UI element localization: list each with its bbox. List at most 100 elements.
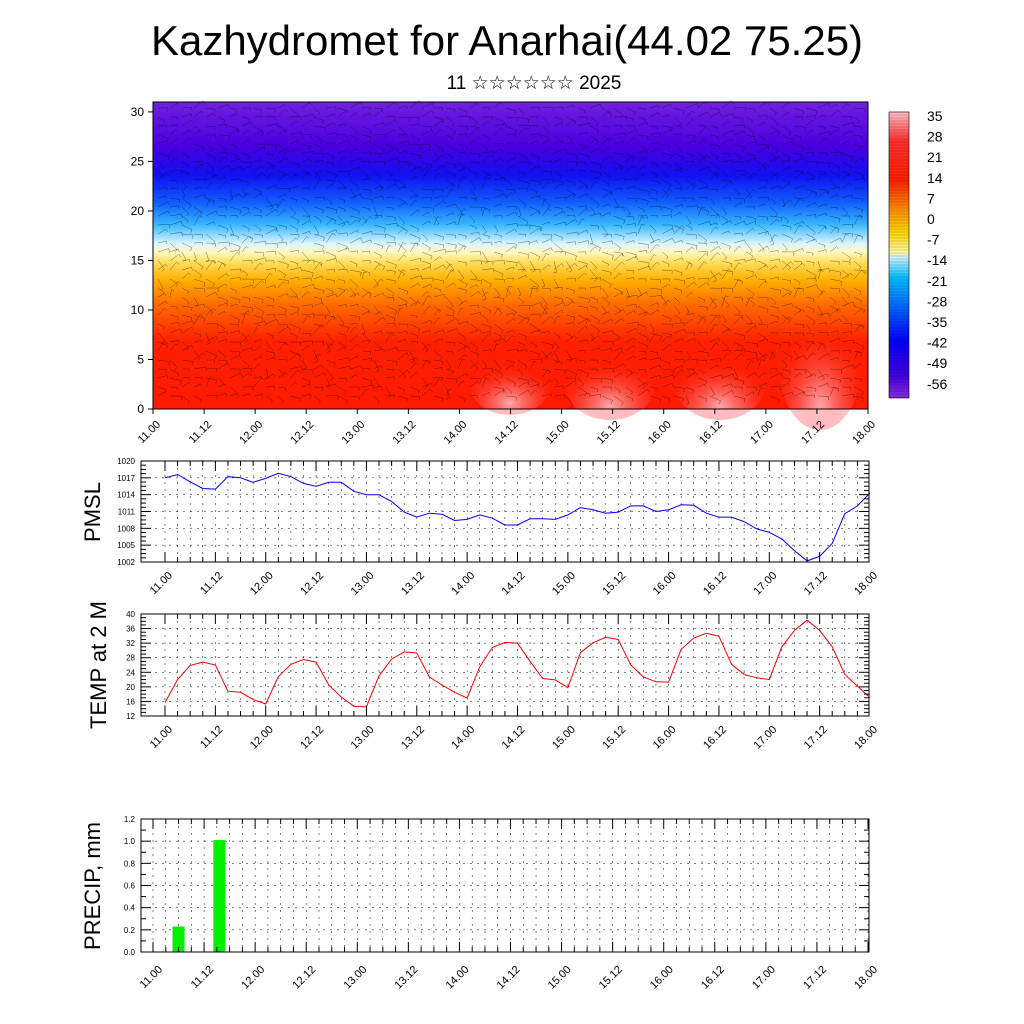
pmsl-y-tick-label: 1002 [117,558,135,567]
pmsl-x-tick-label: 13.12 [399,570,427,598]
pmsl-grid [141,460,869,563]
precip-bar [172,926,185,952]
colorbar-label: 0 [927,211,935,227]
pmsl-x-tick-label: 15.12 [600,570,628,598]
temp-x-tick-label: 17.12 [802,724,830,752]
pmsl-x-tick-label: 14.12 [500,570,528,598]
temp-y-tick-label: 36 [126,625,135,634]
temp-y-tick-label: 20 [126,683,135,692]
pmsl-y-tick-label: 1020 [117,457,135,466]
temp-x-tick-label: 15.12 [600,724,628,752]
heatmap-x-tick-label: 17.00 [748,419,776,447]
colorbar: 35 28 21 14 7 0 -7 -14 -21 -28 -35 -42 -49 -56 [888,108,947,399]
temp-x-tick-label: 16.12 [701,724,729,752]
temp-x-tick-label: 17.00 [751,724,779,752]
temp-y-tick-label: 16 [126,697,135,706]
colorbar-fill [889,112,909,398]
heatmap-x-tick-label: 18.00 [850,419,878,447]
temp-x-axis: 11.00 11.12 12.00 12.12 13.00 13.12 14.00 14.12… [148,614,880,752]
colorbar-label: 7 [927,190,935,206]
precip-x-tick-label: 13.12 [393,964,421,992]
pmsl-x-axis: 11.00 11.12 12.00 12.12 13.00 13.12 14.00 14.12… [148,461,880,598]
precip-y-tick-label: 1.2 [124,815,136,824]
colorbar-label: 14 [927,170,943,186]
pmsl-x-tick-label: 13.00 [349,570,377,598]
precip-bars [172,840,226,952]
heatmap-y-tick-label: 15 [131,253,145,267]
pmsl-y-tick-label: 1011 [118,508,136,517]
colorbar-label: -21 [927,273,947,289]
heatmap-panel: 0 5 10 15 20 25 30 11.00 11.12 12.00 12.12 13.00 13… [131,100,878,447]
heatmap-x-tick-label: 12.12 [288,419,316,447]
temp-x-tick-label: 13.00 [349,724,377,752]
heatmap-x-tick-label: 16.12 [697,419,725,447]
precip-grid [141,818,869,953]
colorbar-label: -28 [927,293,947,309]
pmsl-x-tick-label: 17.00 [751,570,779,598]
pmsl-x-tick-label: 16.00 [651,570,679,598]
precip-x-tick-label: 15.00 [546,964,574,992]
heatmap-hot-spot [780,310,860,430]
precip-x-axis: 11.00 11.12 12.00 12.12 13.00 13.12 14.00 14.12… [138,819,880,992]
temp-x-tick-label: 13.12 [399,724,427,752]
heatmap-x-tick-label: 15.00 [544,419,572,447]
precip-ylabel: PRECIP, mm [80,822,105,950]
heatmap-hot-spot [565,350,655,420]
precip-x-tick-label: 16.00 [648,964,676,992]
precip-x-tick-label: 14.00 [444,964,472,992]
page-subtitle: 11 ☆☆☆☆☆☆ 2025 [446,73,622,94]
precip-x-tick-label: 13.00 [341,964,369,992]
temp-ylabel: TEMP at 2 M [86,601,111,729]
pmsl-x-tick-label: 16.12 [701,570,729,598]
colorbar-label: -56 [927,376,947,392]
temp-x-tick-label: 11.12 [198,724,225,751]
heatmap-y-tick-label: 30 [131,105,145,119]
precip-y-tick-label: 0.0 [124,948,136,957]
colorbar-label: -42 [927,335,947,351]
precip-x-tick-label: 12.00 [239,964,267,992]
temp-x-tick-label: 12.00 [248,724,276,752]
precip-y-tick-label: 0.6 [124,882,136,891]
precip-y-tick-label: 0.4 [124,904,136,913]
heatmap-y-tick-label: 5 [137,352,144,366]
precip-x-tick-label: 15.12 [597,964,625,992]
precip-x-tick-label: 16.12 [699,964,727,992]
precip-bar [213,840,226,952]
heatmap-y-tick-label: 25 [131,154,145,168]
heatmap-x-tick-label: 14.12 [493,419,521,447]
precip-x-tick-label: 11.12 [189,964,216,991]
colorbar-labels: 35 28 21 14 7 0 -7 -14 -21 -28 -35 -42 -49 -56 [927,108,947,392]
colorbar-boxes [888,111,910,399]
pmsl-y-tick-label: 1014 [117,491,135,500]
pmsl-x-tick-label: 11.00 [148,570,175,597]
heatmap-hot-spot [470,355,550,415]
pmsl-y-tick-label: 1008 [117,524,135,533]
heatmap-y-axis: 0 5 10 15 20 25 30 [131,105,153,416]
temp-y-axis: 40 36 32 28 24 20 16 12 [126,610,869,721]
precip-y-axis: 1.2 1.0 0.8 0.6 0.4 0.2 0.0 [124,815,869,957]
temp-y-tick-label: 24 [126,668,135,677]
heatmap-x-tick-label: 14.00 [442,419,470,447]
heatmap-x-tick-label: 12.00 [237,419,265,447]
heatmap-y-tick-label: 0 [137,402,144,416]
pmsl-y-axis: 1020 1017 1014 1011 1008 1005 1002 [117,457,869,567]
colorbar-label: -49 [927,355,947,371]
heatmap-y-tick-label: 10 [131,303,145,317]
colorbar-label: -14 [927,252,947,268]
temp-y-tick-label: 12 [126,712,135,721]
precip-x-tick-label: 17.00 [750,964,778,992]
temp-x-tick-label: 15.00 [550,724,578,752]
temp-x-tick-label: 14.12 [500,724,528,752]
heatmap-x-tick-label: 11.00 [136,419,163,446]
pmsl-x-tick-label: 17.12 [802,570,830,598]
wind-barb-field [157,100,866,409]
precip-x-tick-label: 17.12 [801,964,829,992]
pmsl-x-tick-label: 12.12 [298,570,326,598]
precip-y-tick-label: 1.0 [124,837,136,846]
colorbar-label: 21 [927,149,943,165]
temp-x-tick-label: 16.00 [651,724,679,752]
colorbar-label: 28 [927,129,943,145]
page-title: Kazhydromet for Anarhai(44.02 75.25) [150,17,864,64]
temp-x-tick-label: 12.12 [298,724,326,752]
